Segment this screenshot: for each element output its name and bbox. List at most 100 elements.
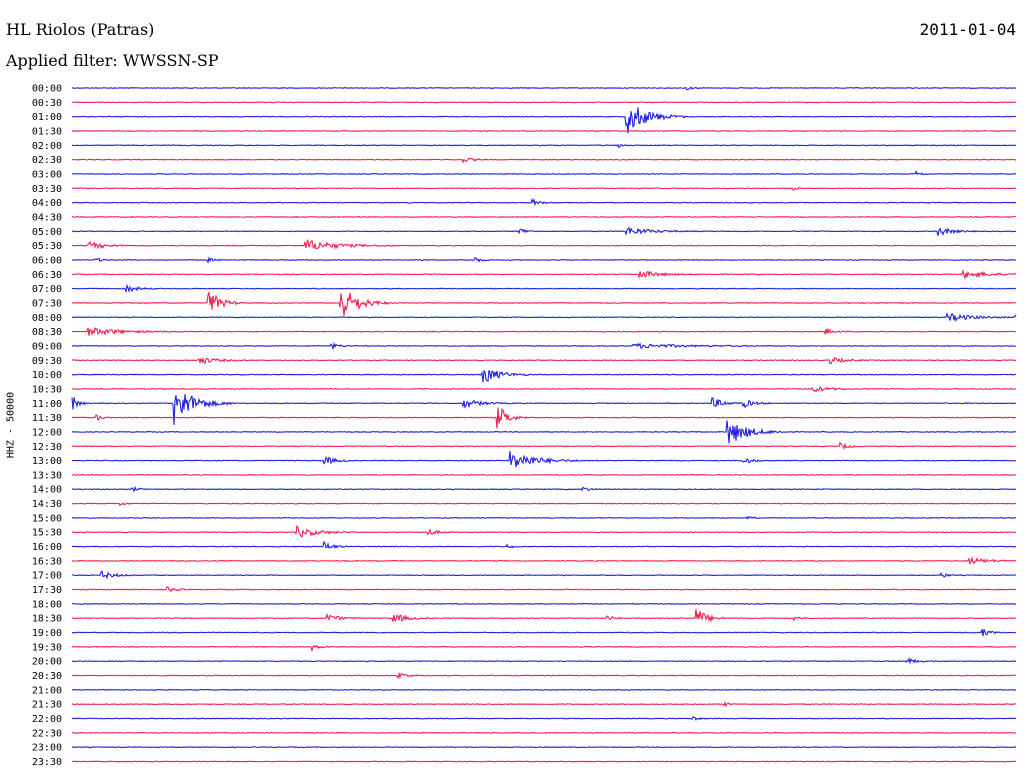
time-tick-label: 02:00 bbox=[32, 141, 62, 152]
time-tick-label: 14:00 bbox=[32, 485, 62, 496]
trace-row-1500 bbox=[71, 516, 1017, 520]
time-tick-label: 00:00 bbox=[32, 84, 62, 95]
trace-row-2100 bbox=[71, 688, 1017, 691]
trace-row-0230 bbox=[71, 157, 1017, 164]
trace-row-2130 bbox=[71, 700, 1017, 708]
time-tick-label: 17:00 bbox=[32, 571, 62, 582]
time-tick-label: 00:30 bbox=[32, 98, 62, 109]
trace-row-2300 bbox=[71, 746, 1017, 749]
trace-row-0130 bbox=[71, 130, 1017, 132]
time-tick-label: 23:00 bbox=[32, 743, 62, 754]
time-tick-label: 22:00 bbox=[32, 714, 62, 725]
seismic-traces bbox=[71, 86, 1017, 763]
trace-row-0730 bbox=[71, 292, 1017, 316]
time-tick-label: 11:30 bbox=[32, 413, 62, 424]
trace-row-0430 bbox=[71, 215, 1017, 218]
time-tick-label: 03:30 bbox=[32, 184, 62, 195]
trace-row-0200 bbox=[71, 143, 1017, 149]
trace-row-1830 bbox=[71, 609, 1017, 623]
trace-row-2030 bbox=[71, 671, 1017, 680]
time-tick-label: 07:00 bbox=[32, 284, 62, 295]
time-tick-label: 18:30 bbox=[32, 614, 62, 625]
trace-row-1700 bbox=[71, 570, 1017, 580]
time-tick-label: 11:00 bbox=[32, 399, 62, 410]
time-tick-label: 21:30 bbox=[32, 700, 62, 711]
time-tick-label: 14:30 bbox=[32, 499, 62, 510]
trace-row-1930 bbox=[71, 644, 1017, 653]
trace-row-2230 bbox=[71, 731, 1017, 734]
time-tick-labels: 00:00 00:30 01:00 01:30 02:00 02:30 03:00 03:30… bbox=[32, 84, 62, 769]
time-tick-label: 09:30 bbox=[32, 356, 62, 367]
time-tick-label: 08:00 bbox=[32, 313, 62, 324]
trace-row-1400 bbox=[71, 485, 1017, 493]
time-tick-label: 09:00 bbox=[32, 341, 62, 352]
trace-row-0600 bbox=[71, 256, 1017, 264]
time-tick-label: 07:30 bbox=[32, 298, 62, 309]
time-tick-label: 13:00 bbox=[32, 456, 62, 467]
time-tick-label: 12:30 bbox=[32, 442, 62, 453]
trace-row-0400 bbox=[71, 197, 1017, 207]
time-tick-label: 06:00 bbox=[32, 255, 62, 266]
time-tick-label: 19:00 bbox=[32, 628, 62, 639]
trace-row-0630 bbox=[71, 268, 1017, 281]
trace-row-0500 bbox=[71, 226, 1017, 236]
time-tick-label: 01:30 bbox=[32, 126, 62, 137]
trace-row-1800 bbox=[71, 602, 1017, 605]
trace-row-0300 bbox=[71, 170, 1017, 176]
filter-label: Applied filter: WWSSN-SP bbox=[6, 51, 219, 70]
time-tick-label: 08:30 bbox=[32, 327, 62, 338]
trace-row-0100 bbox=[71, 107, 1017, 134]
trace-row-0900 bbox=[71, 341, 1017, 351]
trace-row-1900 bbox=[71, 629, 1017, 637]
time-tick-label: 13:30 bbox=[32, 470, 62, 481]
time-tick-label: 20:30 bbox=[32, 671, 62, 682]
time-tick-label: 16:00 bbox=[32, 542, 62, 553]
time-tick-label: 21:00 bbox=[32, 685, 62, 696]
time-tick-label: 02:30 bbox=[32, 155, 62, 166]
time-tick-label: 18:00 bbox=[32, 599, 62, 610]
trace-row-1200 bbox=[71, 420, 1017, 444]
trace-row-1430 bbox=[71, 502, 1017, 507]
trace-row-0930 bbox=[71, 356, 1017, 365]
trace-row-1600 bbox=[72, 540, 1017, 550]
time-tick-label: 05:30 bbox=[32, 241, 62, 252]
time-tick-label: 03:00 bbox=[32, 169, 62, 180]
time-tick-label: 12:00 bbox=[32, 427, 62, 438]
time-tick-label: 01:00 bbox=[32, 112, 62, 123]
station-title: HL Riolos (Patras) bbox=[6, 20, 155, 39]
trace-row-0330 bbox=[71, 186, 1017, 191]
trace-row-1530 bbox=[71, 524, 1017, 538]
time-tick-label: 10:00 bbox=[32, 370, 62, 381]
trace-row-1330 bbox=[71, 473, 1017, 476]
trace-row-2330 bbox=[71, 760, 1017, 763]
time-tick-label: 19:30 bbox=[32, 642, 62, 653]
time-tick-label: 23:30 bbox=[32, 757, 62, 768]
trace-row-0800 bbox=[71, 311, 1017, 323]
trace-row-1300 bbox=[71, 451, 1017, 468]
trace-row-0030 bbox=[71, 101, 1017, 104]
time-tick-label: 04:30 bbox=[32, 212, 62, 223]
trace-row-1030 bbox=[71, 386, 1017, 393]
time-tick-label: 22:30 bbox=[32, 728, 62, 739]
time-tick-label: 06:30 bbox=[32, 270, 62, 281]
trace-row-1630 bbox=[71, 555, 1017, 565]
trace-row-0000 bbox=[71, 86, 1017, 91]
time-tick-label: 20:00 bbox=[32, 657, 62, 668]
time-tick-label: 15:30 bbox=[32, 528, 62, 539]
time-tick-label: 16:30 bbox=[32, 556, 62, 567]
time-tick-label: 04:00 bbox=[32, 198, 62, 209]
trace-row-1730 bbox=[71, 586, 1017, 593]
time-tick-label: 15:00 bbox=[32, 513, 62, 524]
time-tick-label: 05:00 bbox=[32, 227, 62, 238]
trace-row-2000 bbox=[71, 656, 1017, 665]
trace-row-1100 bbox=[71, 394, 1017, 425]
trace-row-1000 bbox=[71, 369, 1017, 383]
time-tick-label: 10:30 bbox=[32, 384, 62, 395]
record-date: 2011-01-04 bbox=[919, 20, 1016, 39]
trace-row-1130 bbox=[71, 407, 1017, 429]
trace-row-2200 bbox=[71, 716, 1017, 721]
trace-row-0830 bbox=[71, 326, 1017, 336]
time-tick-label: 17:30 bbox=[32, 585, 62, 596]
trace-row-0700 bbox=[71, 283, 1017, 294]
